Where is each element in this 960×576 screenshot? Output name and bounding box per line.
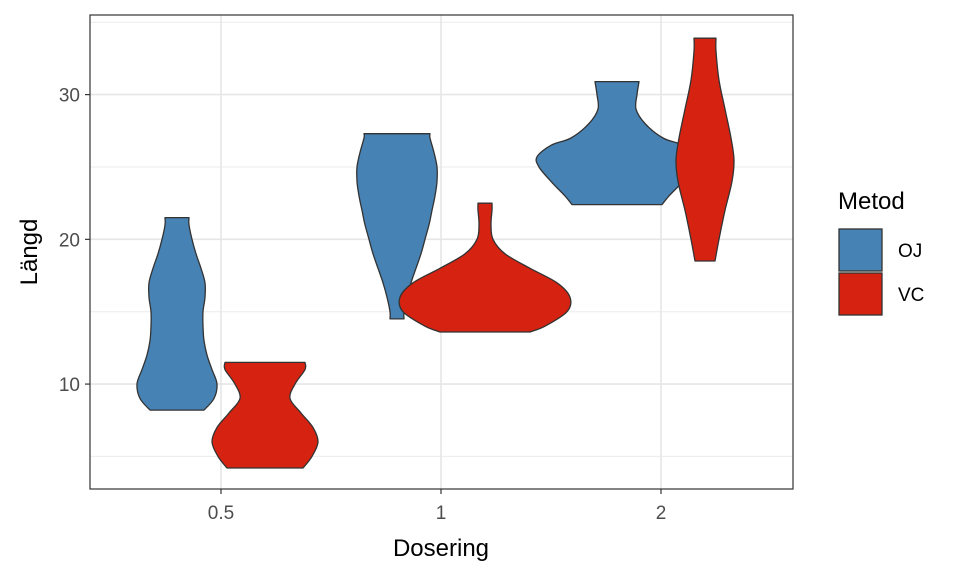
x-tick-label: 2 xyxy=(656,503,667,524)
violin-vc-2 xyxy=(675,37,735,262)
violin-vc-0_5 xyxy=(211,361,319,469)
y-tick-label: 20 xyxy=(59,230,80,251)
violins xyxy=(136,37,735,469)
x-axis: 0.5 1 2 xyxy=(208,489,667,524)
y-tick-label: 10 xyxy=(59,375,80,396)
legend-key-oj xyxy=(838,228,883,272)
y-axis-title: Längd xyxy=(16,219,43,286)
x-tick-label: 0.5 xyxy=(208,503,234,524)
legend-label-oj: OJ xyxy=(898,241,922,262)
violin-oj-0_5 xyxy=(136,216,218,411)
violin-oj-1 xyxy=(356,133,438,320)
x-tick-label: 1 xyxy=(436,503,447,524)
y-tick-label: 30 xyxy=(59,86,80,107)
y-axis: 10 20 30 xyxy=(59,86,90,396)
x-axis-title: Dosering xyxy=(393,535,489,562)
violin-vc-1 xyxy=(398,202,572,333)
legend-key-vc xyxy=(838,272,883,316)
legend-title: Metod xyxy=(838,188,905,215)
legend: Metod OJ VC xyxy=(838,188,924,316)
legend-label-vc: VC xyxy=(898,285,924,306)
